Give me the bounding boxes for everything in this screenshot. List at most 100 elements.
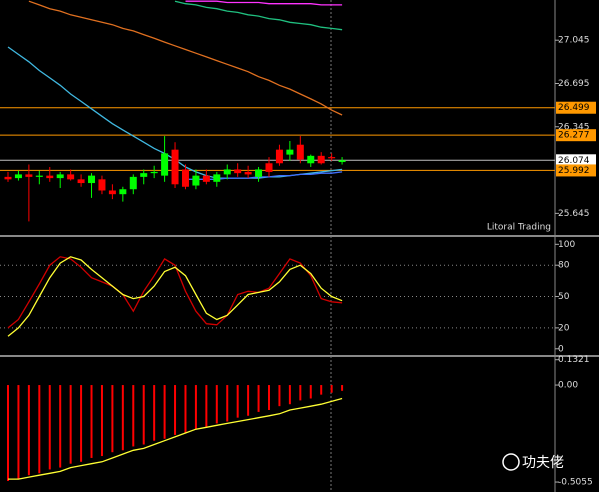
histogram-bar xyxy=(7,385,9,481)
histogram-bar xyxy=(299,385,302,401)
candle-body xyxy=(119,189,127,195)
candle-body xyxy=(150,171,158,174)
oscillator-line xyxy=(7,256,343,329)
y-tick-label: 100 xyxy=(558,240,575,250)
y-tick-label: 27.045 xyxy=(558,36,590,46)
histogram-bar xyxy=(111,385,114,453)
histogram-bar xyxy=(100,385,103,457)
candle-body xyxy=(223,169,231,175)
histogram-bar xyxy=(309,385,312,399)
histogram-bar xyxy=(320,385,323,395)
candle-body xyxy=(46,175,54,179)
candle-body xyxy=(35,175,43,177)
price-level-box xyxy=(556,129,596,142)
candle-body xyxy=(213,174,221,182)
moving-average xyxy=(185,171,343,180)
y-tick-label: 50 xyxy=(558,292,570,302)
price-level-label: 26.499 xyxy=(558,103,590,113)
signal-line xyxy=(8,397,343,480)
logo-icon xyxy=(502,453,520,471)
watermark: Litoral Trading xyxy=(487,223,551,233)
y-tick-label: 0.00 xyxy=(558,381,578,391)
logo: 功夫佬 xyxy=(502,453,564,471)
candle-body xyxy=(265,163,273,172)
moving-average xyxy=(174,0,343,31)
candle-body xyxy=(286,149,294,155)
histogram-bar xyxy=(330,385,333,393)
y-tick-label: 0 xyxy=(558,344,564,354)
y-tick-label: 26.695 xyxy=(558,79,590,89)
panel xyxy=(0,256,555,337)
candle-body xyxy=(181,169,189,187)
moving-average xyxy=(185,0,343,6)
histogram-bar xyxy=(226,385,229,422)
histogram-bar xyxy=(80,385,83,462)
candle-body xyxy=(307,155,315,164)
histogram-bar xyxy=(153,385,156,441)
histogram-bar xyxy=(174,385,177,435)
price-level-box xyxy=(556,101,596,114)
candle-body xyxy=(129,176,137,190)
candle-body xyxy=(14,174,22,179)
histogram-bar xyxy=(247,385,250,416)
histogram-bar xyxy=(215,385,218,424)
candle-body xyxy=(4,176,12,180)
histogram-bar xyxy=(184,385,187,434)
price-level-label: 25.992 xyxy=(558,166,590,176)
histogram-bar xyxy=(142,385,145,445)
panel xyxy=(0,0,555,222)
histogram-bar xyxy=(121,385,124,451)
moving-average xyxy=(28,0,343,116)
y-tick-label: 0.1321 xyxy=(558,355,590,365)
histogram-bar xyxy=(132,385,135,447)
histogram-bar xyxy=(163,385,166,439)
y-tick-label: -0.5055 xyxy=(558,478,593,488)
candle-body xyxy=(244,171,252,175)
candle-body xyxy=(338,160,346,163)
histogram-bar xyxy=(236,385,239,418)
price-level-box xyxy=(556,164,596,177)
watermark: 功夫佬 xyxy=(522,455,564,471)
candle-body xyxy=(140,173,148,177)
y-tick-label: 80 xyxy=(558,261,570,271)
oscillator-line xyxy=(7,256,343,337)
histogram-bar xyxy=(194,385,197,430)
candle-body xyxy=(296,144,304,160)
candle-body xyxy=(234,169,242,174)
histogram-bar xyxy=(27,385,30,476)
candle-body xyxy=(77,179,85,184)
candle-body xyxy=(161,153,169,176)
price-level-label: 26.074 xyxy=(558,156,590,166)
histogram-bar xyxy=(341,385,344,391)
histogram-bar xyxy=(90,385,93,458)
candle-body xyxy=(255,169,263,177)
candle-body xyxy=(98,179,106,191)
histogram-bar xyxy=(205,385,208,428)
histogram-bar xyxy=(268,385,270,410)
candle-body xyxy=(202,175,210,182)
y-tick-label: 20 xyxy=(558,323,570,333)
histogram-bar xyxy=(59,385,62,468)
candle-body xyxy=(108,190,116,195)
candle-body xyxy=(192,175,200,186)
histogram-bar xyxy=(48,385,51,470)
candle-body xyxy=(317,155,325,164)
histogram-bar xyxy=(69,385,72,464)
candle-body xyxy=(25,174,33,177)
y-tick-label: 25.645 xyxy=(558,209,590,219)
histogram-bar xyxy=(288,385,291,405)
histogram-bar xyxy=(278,385,281,407)
y-tick-label: 26.345 xyxy=(558,122,590,132)
histogram-bar xyxy=(38,385,41,474)
price-level-label: 26.277 xyxy=(558,131,590,141)
panel xyxy=(7,385,344,481)
candle-body xyxy=(67,174,75,180)
histogram-bar xyxy=(17,385,20,480)
candle-body xyxy=(88,175,96,184)
candle-body xyxy=(328,157,336,159)
candle-body xyxy=(171,149,179,185)
candle-body xyxy=(56,174,64,179)
candle-body xyxy=(275,149,283,164)
